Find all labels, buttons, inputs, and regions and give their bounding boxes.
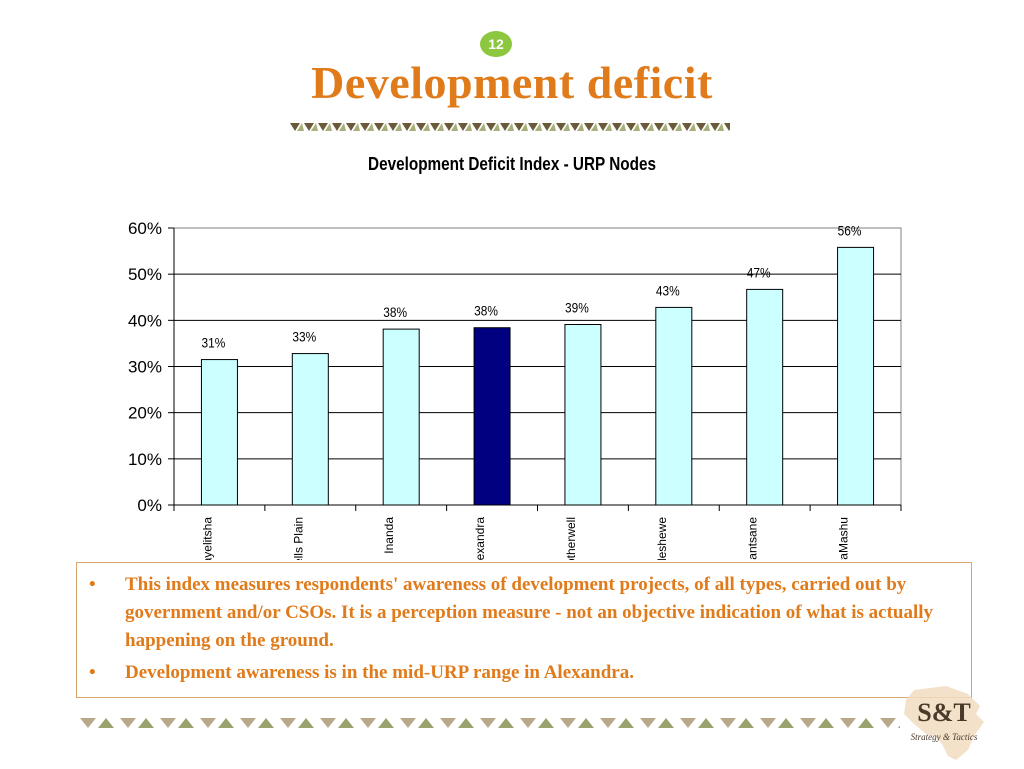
- x-tick-label: Galeshewe: [655, 517, 669, 560]
- x-tick-label: Alexandra: [473, 517, 487, 560]
- data-label: 47%: [747, 264, 771, 280]
- bar-ndantsane: [746, 288, 784, 506]
- x-tick-label: Ndantsane: [746, 517, 760, 560]
- bar-kwamashu: [837, 246, 875, 506]
- bullet-item: Development awareness is in the mid-URP …: [89, 659, 957, 687]
- data-label: 38%: [383, 304, 407, 320]
- bar-alexandra: [473, 327, 511, 506]
- bar-khayelitsha: [200, 359, 238, 506]
- data-label: 31%: [202, 335, 226, 351]
- x-tick-label: Mitchells Plain: [291, 517, 305, 560]
- y-tick-label: 10%: [128, 450, 162, 469]
- x-tick-label: KwaMashu: [837, 517, 851, 560]
- bullet-item: This index measures respondents' awarene…: [89, 571, 957, 655]
- x-tick-label: Motherwell: [564, 517, 578, 560]
- data-label: 38%: [474, 303, 498, 319]
- data-label: 43%: [656, 282, 680, 298]
- bar-galeshewe: [655, 306, 693, 506]
- y-tick-label: 40%: [128, 311, 162, 330]
- data-label: 39%: [565, 300, 589, 316]
- notes-box: This index measures respondents' awarene…: [76, 562, 972, 698]
- data-label: 56%: [838, 222, 862, 238]
- bar-motherwell: [564, 323, 602, 506]
- bar-chart: 0% 10% 20% 30% 40% 50% 60% 31% Khayelitsha 33% Mit…: [128, 219, 902, 560]
- bar-inanda: [382, 328, 420, 506]
- data-label: 33%: [292, 329, 316, 345]
- logo-main-text: S&T: [917, 698, 971, 727]
- x-tick-label: Inanda: [382, 517, 396, 554]
- bar-mitchells-plain: [291, 353, 329, 506]
- y-tick-label: 0%: [137, 496, 162, 515]
- decorative-border-bottom: [80, 716, 900, 730]
- africa-map-icon: [904, 686, 984, 760]
- slide-number-badge: 12: [480, 31, 512, 57]
- chart-title: Development Deficit Index - URP Nodes: [368, 154, 656, 174]
- x-tick-label: Khayelitsha: [200, 517, 214, 560]
- y-tick-label: 50%: [128, 265, 162, 284]
- y-tick-label: 30%: [128, 358, 162, 377]
- company-logo: S&T Strategy & Tactics: [884, 684, 1004, 764]
- page-title: Development deficit: [311, 57, 713, 108]
- y-tick-label: 20%: [128, 404, 162, 423]
- logo-sub-text: Strategy & Tactics: [910, 732, 978, 742]
- y-tick-label: 60%: [128, 219, 162, 238]
- decorative-border-top: [290, 121, 730, 133]
